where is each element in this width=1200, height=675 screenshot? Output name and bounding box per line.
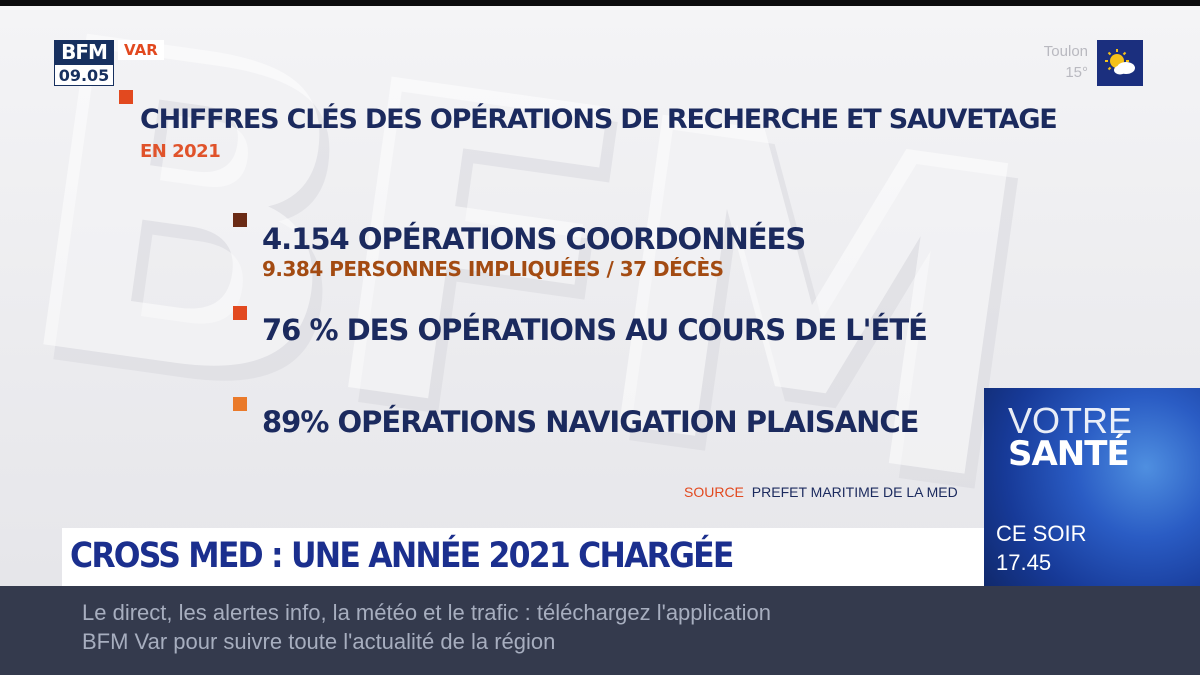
title-bullet: [119, 90, 133, 104]
stat-bullet: [233, 213, 247, 227]
region-tag: VAR: [118, 40, 164, 60]
stat-operations-detail: 9.384 PERSONNES IMPLIQUÉES / 37 DÉCÈS: [262, 257, 724, 281]
graphic-title: CHIFFRES CLÉS DES OPÉRATIONS DE RECHERCH…: [140, 104, 1058, 135]
channel-logo: BFM 09.05: [54, 40, 114, 86]
headline-bar: [62, 528, 984, 586]
source-text: PREFET MARITIME DE LA MED: [751, 484, 958, 500]
stat-operations: 4.154 OPÉRATIONS COORDONNÉES: [262, 222, 806, 256]
promo-when: CE SOIR: [996, 521, 1087, 546]
headline: CROSS MED : UNE ANNÉE 2021 CHARGÉE: [70, 536, 734, 576]
stat-pleasure-boating: 89% OPÉRATIONS NAVIGATION PLAISANCE: [262, 405, 919, 439]
ticker-line: Le direct, les alertes info, la météo et…: [82, 600, 772, 625]
news-ticker: [0, 586, 1200, 675]
graphic-subtitle: EN 2021: [140, 141, 221, 162]
logo-text: BFM: [54, 40, 114, 64]
clock: 09.05: [54, 64, 114, 86]
stat-bullet: [233, 306, 247, 320]
stat-summer: 76 % DES OPÉRATIONS AU COURS DE L'ÉTÉ: [262, 313, 928, 347]
promo-line2: SANTÉ: [1008, 434, 1130, 474]
weather-temp: 15°: [1065, 64, 1088, 81]
program-promo: VOTRE SANTÉ CE SOIR 17.45: [984, 388, 1200, 586]
weather-city: Toulon: [1043, 43, 1088, 60]
source-credit: SOURCE PREFET MARITIME DE LA MED: [684, 484, 958, 500]
sun-cloud-icon: [1097, 40, 1143, 86]
promo-line1: VOTRE: [1008, 400, 1133, 441]
promo-time: 17.45: [996, 550, 1052, 575]
ticker-line: BFM Var pour suivre toute l'actualité de…: [82, 629, 556, 654]
top-border: [0, 0, 1200, 6]
source-label: SOURCE: [684, 484, 744, 500]
stat-bullet: [233, 397, 247, 411]
